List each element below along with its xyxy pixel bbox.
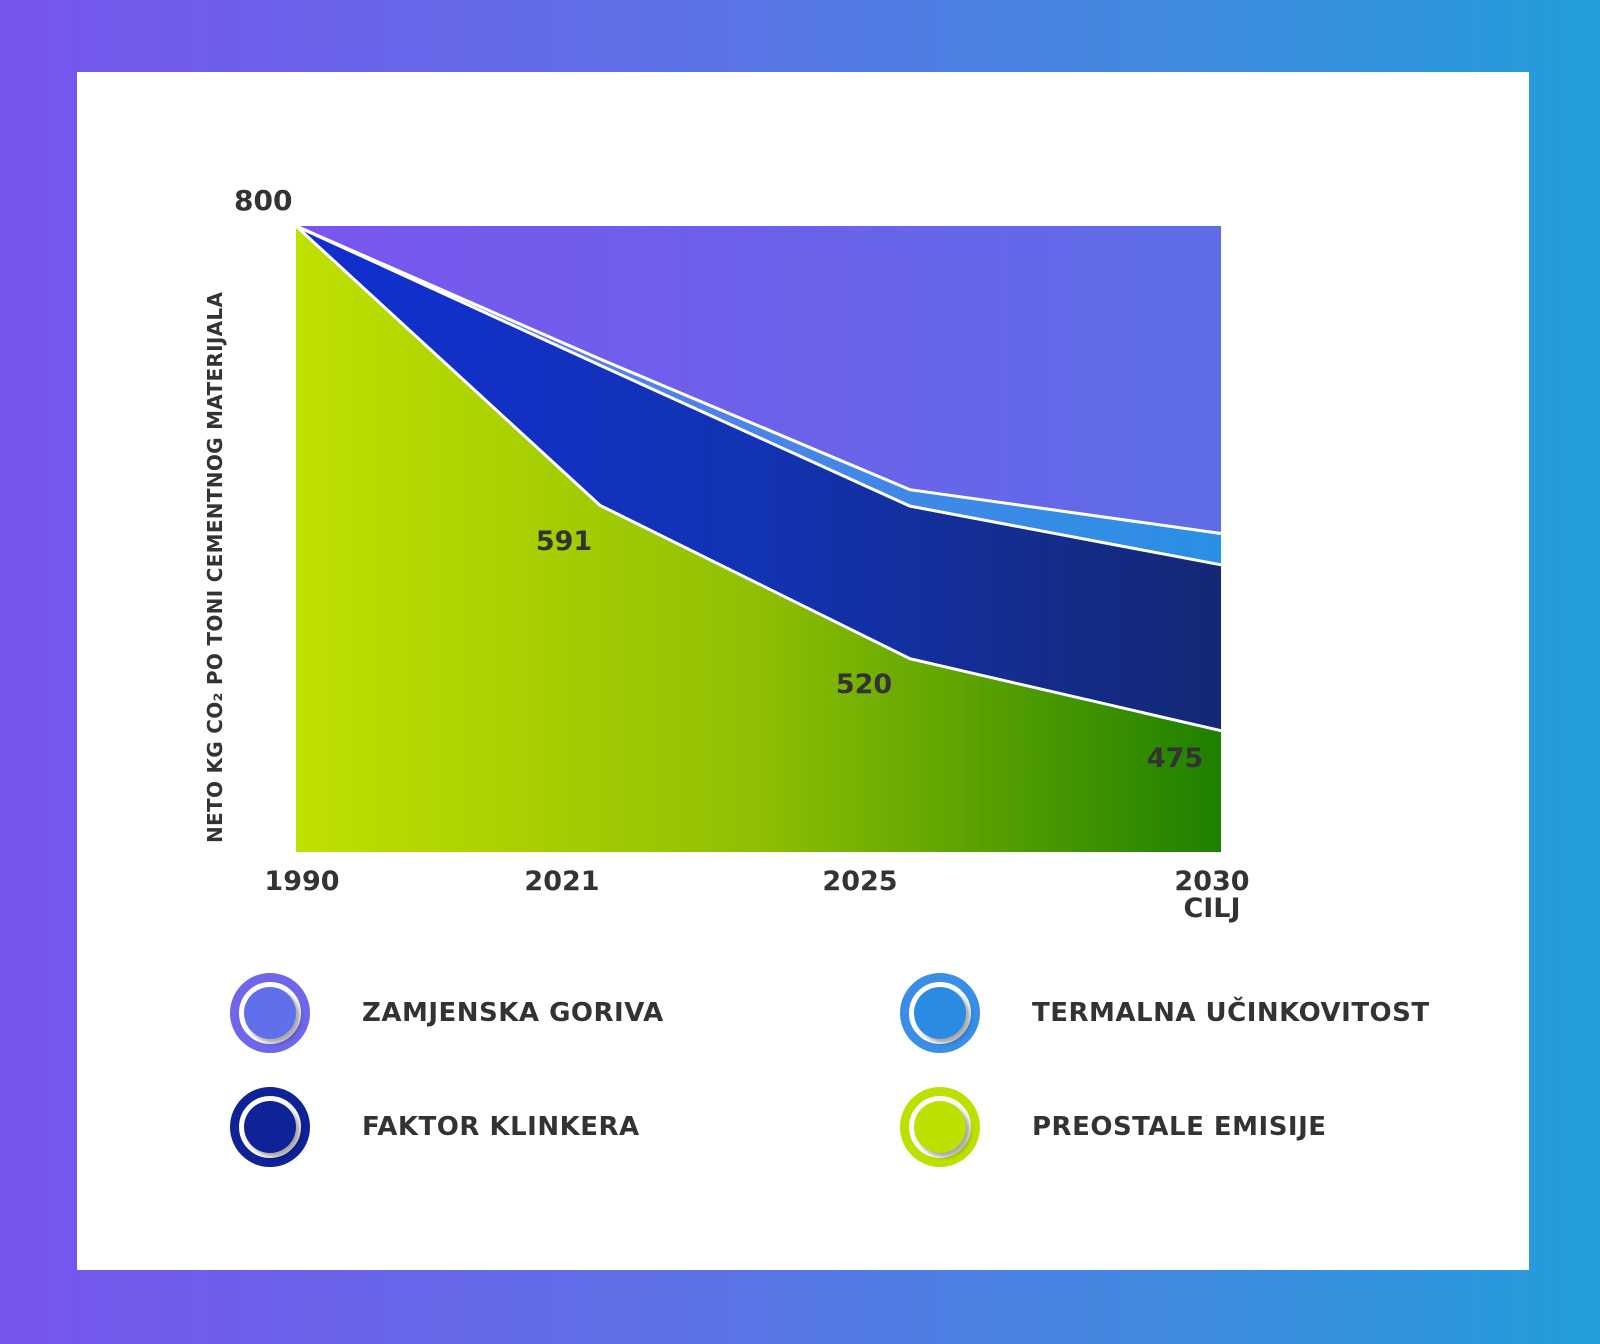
data-label: 591 <box>536 526 592 557</box>
y-axis-label-text: NETO KG CO₂ PO TONI CEMENTNOG MATERIJALA <box>203 291 227 843</box>
legend-swatch <box>230 973 310 1053</box>
series-boundary-line <box>294 224 1222 733</box>
peak-value-label: 800 <box>234 184 293 217</box>
x-tick-label: 2025 <box>822 866 897 897</box>
legend-swatch-dot <box>914 1101 966 1153</box>
series-boundary-line <box>295 224 1222 567</box>
legend-swatch-dot <box>244 987 296 1039</box>
legend-swatch <box>230 1087 310 1167</box>
area-preostale-emisije <box>296 226 1221 852</box>
legend-swatch-dot <box>244 1101 296 1153</box>
area-faktor-klinkera <box>296 226 1221 731</box>
legend-item-zamjenska-goriva: ZAMJENSKA GORIVA <box>230 973 664 1053</box>
data-label: 475 <box>1147 743 1203 774</box>
area-termalna-ucinkovitost <box>296 226 1221 565</box>
series-boundary-line <box>295 224 1222 536</box>
legend-label: TERMALNA UČINKOVITOST <box>1032 998 1430 1028</box>
legend-swatch <box>900 1087 980 1167</box>
legend-item-preostale-emisije: PREOSTALE EMISIJE <box>900 1087 1327 1167</box>
data-label: 520 <box>836 669 892 700</box>
legend-label: ZAMJENSKA GORIVA <box>362 998 664 1028</box>
legend-item-termalna-ucinkovitost: TERMALNA UČINKOVITOST <box>900 973 1430 1053</box>
x-tick-label: 2021 <box>524 866 599 897</box>
legend-swatch-dot <box>914 987 966 1039</box>
legend-item-faktor-klinkera: FAKTOR KLINKERA <box>230 1087 640 1167</box>
y-axis-label: NETO KG CO₂ PO TONI CEMENTNOG MATERIJALA <box>203 292 227 843</box>
legend-label: PREOSTALE EMISIJE <box>1032 1112 1327 1142</box>
x-tick-label: 2030 CILJ <box>1174 866 1249 924</box>
x-tick-label: 1990 <box>264 866 339 897</box>
legend-label: FAKTOR KLINKERA <box>362 1112 640 1142</box>
area-zamjenska-goriva <box>296 226 1221 534</box>
legend-swatch <box>900 973 980 1053</box>
